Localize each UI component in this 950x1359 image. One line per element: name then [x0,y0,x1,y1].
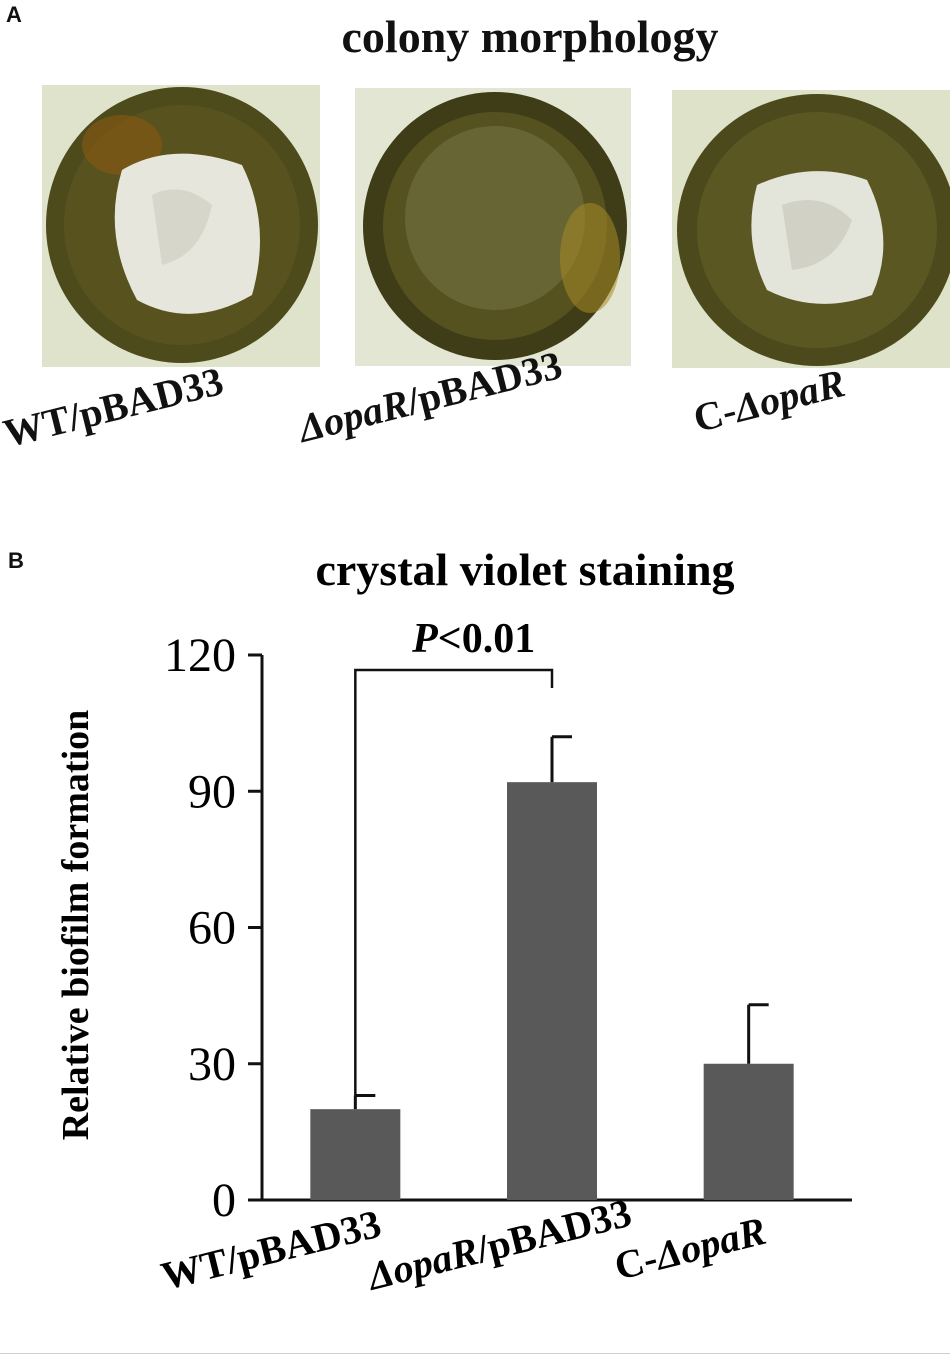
chart-title: crystal violet staining [315,544,734,595]
y-axis-label: Relative biofilm formation [55,710,97,1141]
y-tick-label: 60 [188,902,236,955]
bar [703,1063,794,1200]
significance-bracket: P<0.01 [354,616,554,1096]
x-tick-label: C-ΔopaR [610,1208,770,1289]
x-tick-label: ΔopaR/pBAD33 [361,1190,635,1299]
panel-b-letter: B [8,548,24,573]
colony-image-complement [672,90,950,368]
y-tick-label: 90 [188,765,236,818]
y-tick-label: 120 [164,629,236,682]
bar [507,782,597,1200]
bar [310,1109,401,1200]
panel-a-letter: A [6,2,22,27]
colony-image-opar [355,88,631,366]
significance-label: P<0.01 [411,616,535,662]
y-tick-label: 0 [212,1174,236,1227]
bottom-divider [0,1353,950,1354]
bars [310,735,794,1200]
panel-a-title: colony morphology [341,11,719,62]
y-tick-label: 30 [188,1038,236,1091]
bracket-line [354,668,554,1096]
x-tick-label: WT/pBAD33 [157,1201,386,1299]
colony-image-wt [42,85,320,367]
